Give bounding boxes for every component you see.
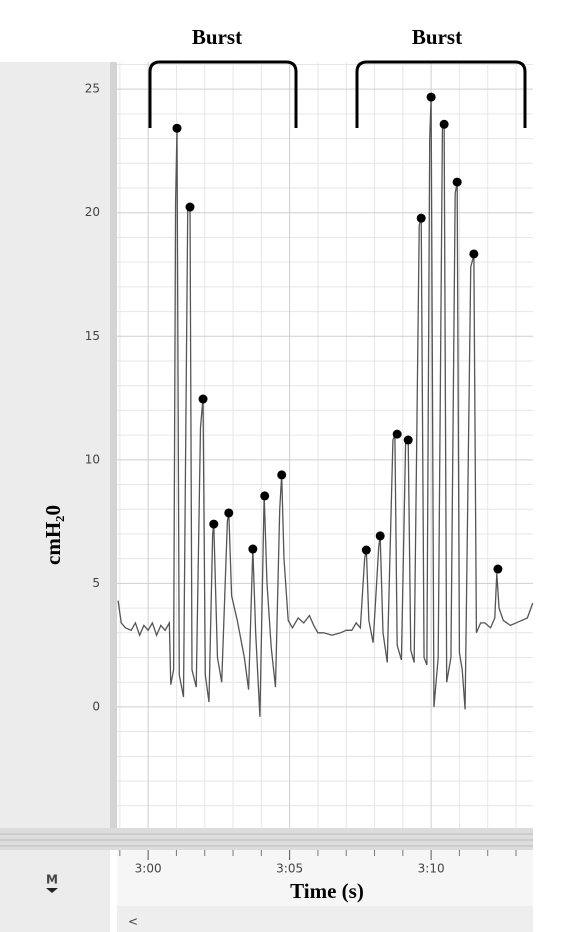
peak-marker [469, 249, 479, 259]
peak-marker [361, 545, 371, 555]
peak-marker [224, 508, 234, 518]
splitter [0, 828, 533, 850]
marker-icon [46, 888, 58, 893]
x-axis-panel [117, 850, 533, 906]
grid [117, 62, 533, 828]
x-tick-label: 3:00 [135, 862, 162, 876]
bracket [355, 60, 527, 128]
peak-marker [416, 213, 426, 223]
peak-marker [493, 564, 503, 574]
annotation: Burst [192, 25, 242, 49]
peak-marker [392, 429, 402, 439]
y-tick-label: 5 [92, 576, 100, 590]
peak-marker [209, 519, 219, 529]
y-axis-label: cmH₂0 [41, 505, 65, 565]
scroll-left[interactable]: < [128, 915, 138, 929]
peak-marker [426, 92, 436, 102]
peak-marker [452, 177, 462, 187]
peak-marker [198, 394, 208, 404]
scrollbar [117, 906, 533, 932]
y-tick-label: 0 [92, 699, 100, 713]
x-tick-label: 3:05 [276, 862, 303, 876]
plot-area [117, 62, 533, 828]
peak-marker [172, 123, 182, 133]
y-tick-label: 25 [85, 82, 100, 96]
bracket [148, 60, 298, 128]
peak-marker [277, 470, 287, 480]
peak-marker [375, 531, 385, 541]
annotation: Burst [412, 25, 462, 49]
peak-marker [185, 202, 195, 212]
y-tick-label: 10 [85, 452, 100, 466]
peak-marker [260, 491, 270, 501]
y-tick-label: 20 [85, 205, 100, 219]
marker-button[interactable]: M [46, 873, 58, 887]
x-tick-label: 3:10 [418, 862, 445, 876]
x-axis-label: Time (s) [290, 879, 364, 903]
axis-divider [110, 62, 117, 828]
peak-marker [403, 435, 413, 445]
peak-marker [439, 119, 449, 129]
axis-panel [0, 62, 110, 932]
peak-marker [248, 544, 258, 554]
y-tick-label: 15 [85, 329, 100, 343]
